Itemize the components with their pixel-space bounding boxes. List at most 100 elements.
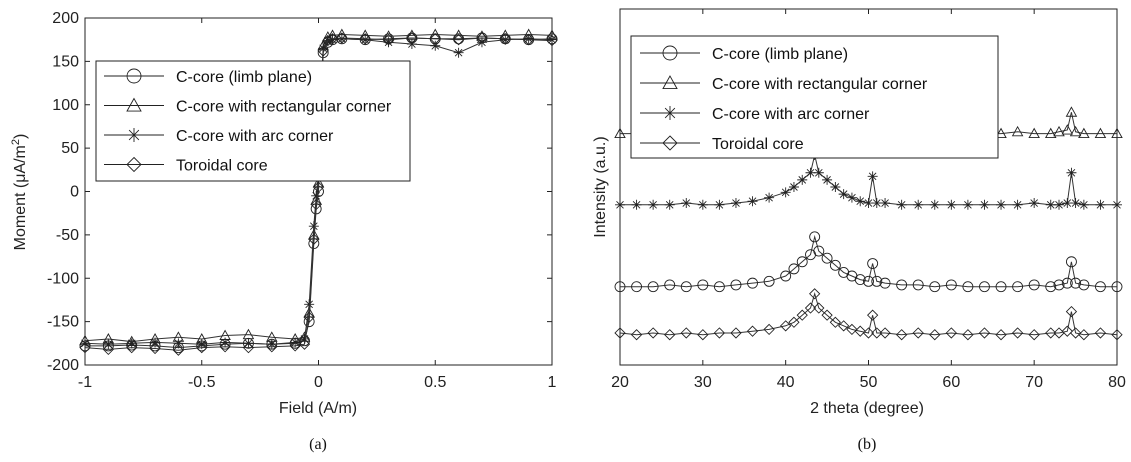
series-c-core-limb-plane <box>614 231 1123 293</box>
legend-entry-c-core-with-rectangular-corner: C-core with rectangular corner <box>640 75 928 93</box>
data-point <box>406 39 417 50</box>
y-tick-label: -200 <box>47 357 79 374</box>
data-point <box>1011 125 1024 137</box>
panel-b-x-ticks: 20 30 40 50 60 70 80 <box>611 9 1126 391</box>
data-point <box>1061 124 1074 135</box>
data-point <box>614 281 626 293</box>
data-point <box>995 281 1007 293</box>
x-tick-label: 30 <box>694 374 712 391</box>
panel-a-y-axis-label-sup: 2 <box>10 139 22 145</box>
y-tick-label: 0 <box>70 184 79 201</box>
data-point <box>804 302 817 314</box>
panel-a-x-axis-label: Field (A/m) <box>279 400 357 417</box>
data-point <box>995 329 1007 341</box>
data-point <box>809 288 821 300</box>
data-point <box>196 339 207 350</box>
data-point <box>1111 127 1123 139</box>
data-point <box>317 45 329 57</box>
data-point <box>780 187 791 198</box>
data-point <box>780 320 792 332</box>
data-point <box>730 327 742 339</box>
legend-label: C-core with rectangular corner <box>176 99 392 116</box>
data-point <box>763 323 775 336</box>
data-point <box>647 327 659 339</box>
data-point <box>1012 281 1024 293</box>
panel-a: -1 -0.5 0 0.5 1 -200-150-100-50050100150200 … <box>10 10 558 453</box>
data-point <box>1069 327 1082 339</box>
data-point <box>1029 198 1040 209</box>
y-tick-label: 150 <box>52 53 79 70</box>
legend-label: C-core (limb plane) <box>712 46 848 63</box>
data-point <box>243 338 254 349</box>
data-point <box>614 327 626 339</box>
data-point <box>846 323 858 336</box>
data-point <box>648 199 659 210</box>
series-line <box>84 37 553 351</box>
data-point <box>150 337 161 348</box>
data-point <box>946 199 957 210</box>
data-point <box>266 341 278 353</box>
data-point <box>796 256 808 268</box>
legend-triangle-icon <box>662 75 678 90</box>
legend-entry-c-core-with-arc-corner: C-core with arc corner <box>640 106 870 123</box>
data-point <box>1061 277 1073 289</box>
data-point <box>289 340 301 352</box>
data-point <box>664 279 676 291</box>
x-tick-label: 0 <box>314 374 323 391</box>
data-point <box>945 327 957 339</box>
panel-b-legend-entries: C-core (limb plane) C-core with rectangul… <box>640 45 928 153</box>
panel-a-x-ticks: -1 -0.5 0 0.5 1 <box>78 18 557 391</box>
data-point <box>80 338 90 349</box>
data-point <box>855 196 866 207</box>
legend-label: Toroidal core <box>176 158 268 175</box>
data-point <box>1095 199 1106 210</box>
data-point <box>360 34 371 45</box>
data-point <box>730 279 742 291</box>
panel-a-legend-entries: C-core (limb plane) C-core with rectangul… <box>104 68 392 175</box>
data-point <box>697 199 708 210</box>
data-point <box>429 33 441 45</box>
data-point <box>867 258 879 269</box>
data-point <box>1078 279 1090 291</box>
data-point <box>895 329 908 341</box>
data-point <box>173 338 184 349</box>
data-point <box>631 199 642 210</box>
panel-a-y-axis-label-unit: μA/m <box>12 145 29 183</box>
panel-a-y-axis-label-prefix: Moment ( <box>12 182 29 250</box>
data-point <box>290 337 301 348</box>
data-point <box>1094 127 1107 139</box>
data-point <box>1028 279 1040 291</box>
data-point <box>680 327 692 339</box>
x-tick-label: 0.5 <box>424 374 446 391</box>
data-point <box>1111 329 1123 341</box>
panel-a-y-axis-label-suffix: ) <box>12 134 29 139</box>
data-point <box>1054 199 1065 210</box>
data-point <box>945 279 957 291</box>
panel-b: 20 30 40 50 60 70 80 2 theta (degree) Intensit… <box>592 8 1126 453</box>
data-point <box>788 263 800 275</box>
data-point <box>1094 281 1106 293</box>
data-point <box>382 34 395 46</box>
data-point <box>1045 281 1057 293</box>
panel-b-legend: C-core (limb plane) C-core with rectangul… <box>630 35 999 159</box>
data-point <box>476 37 487 48</box>
data-point <box>1065 305 1078 318</box>
data-point <box>764 192 775 203</box>
legend-label: C-core (limb plane) <box>176 69 312 86</box>
data-point <box>763 275 775 287</box>
legend-label: Toroidal core <box>712 136 804 153</box>
x-tick-label: 80 <box>1108 374 1126 391</box>
legend-star-icon <box>663 106 677 120</box>
data-point <box>1065 106 1078 117</box>
data-point <box>219 341 231 353</box>
data-point <box>863 275 874 287</box>
data-point <box>846 192 857 203</box>
panel-b-y-axis-label: Intensity (a.u.) <box>592 136 609 237</box>
x-tick-label: -1 <box>78 374 92 391</box>
data-point <box>896 199 907 210</box>
data-point <box>102 343 114 356</box>
data-point <box>546 34 558 47</box>
data-point <box>1078 329 1090 341</box>
data-point <box>830 182 841 192</box>
data-point <box>962 281 974 293</box>
